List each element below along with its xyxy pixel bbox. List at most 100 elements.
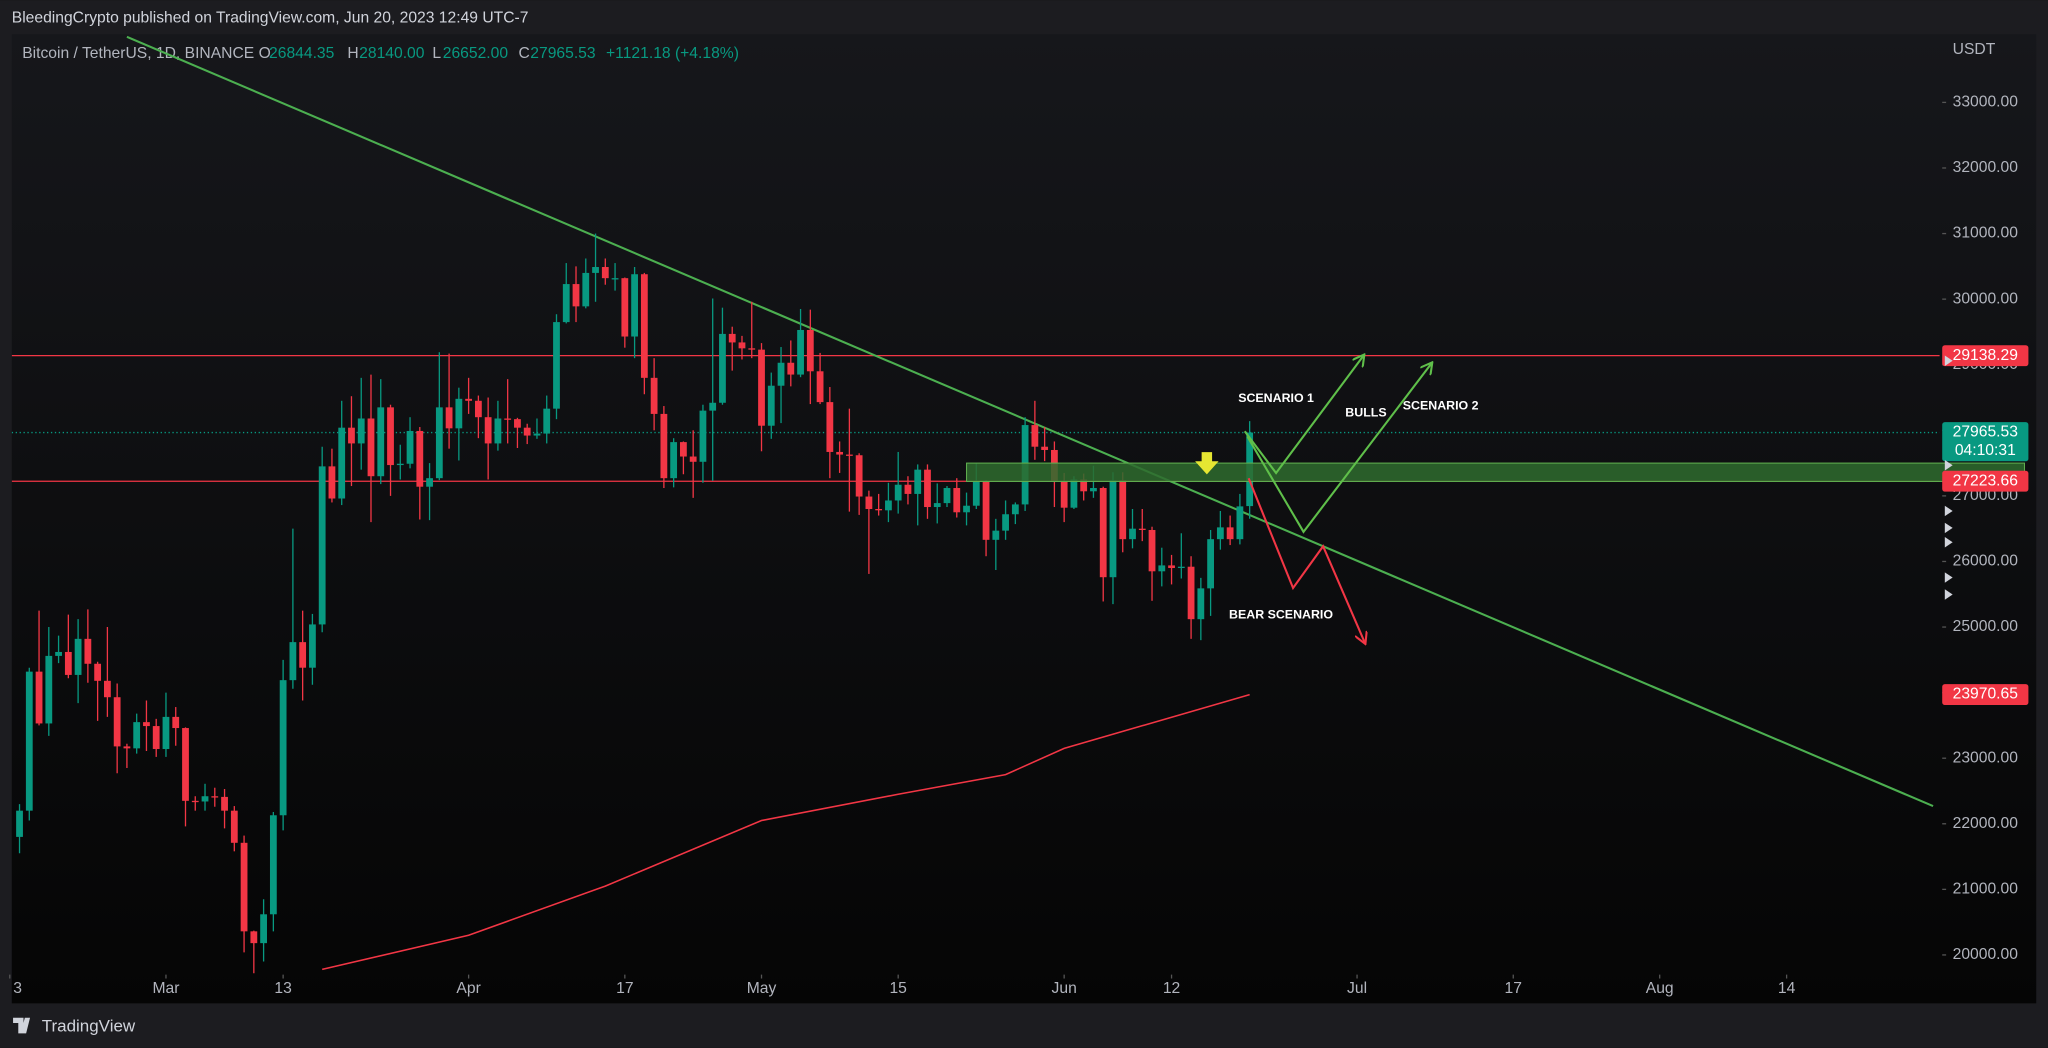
legend-change: +1121.18 (+4.18%) (606, 45, 739, 62)
candle (435, 352, 443, 481)
candle-body (455, 398, 463, 429)
candle (865, 490, 873, 574)
candle (1109, 472, 1117, 605)
legend-value: 27965.53 (530, 45, 596, 62)
candle-body (35, 671, 43, 724)
candle (406, 417, 414, 469)
candle-body (680, 442, 687, 457)
axis-marker (1944, 460, 1953, 471)
candle (74, 619, 82, 704)
candle-body (1070, 479, 1078, 508)
axis-marker (1944, 355, 1953, 366)
x-tick-label: 3 (13, 980, 22, 997)
candle-body (396, 463, 404, 466)
candle-body (553, 322, 560, 409)
candle-body (797, 329, 804, 375)
candle-body (543, 408, 551, 434)
candle-body (416, 430, 424, 487)
candle-body (172, 716, 180, 729)
candle-body (435, 407, 443, 479)
candle-body (806, 329, 814, 372)
candle-body (504, 418, 512, 420)
candle-body (1197, 588, 1205, 620)
price-label-box (1942, 470, 2029, 492)
scenario-drawings: SCENARIO 1 BULLS SCENARIO 2 BEAR SCENARI… (1195, 356, 1479, 643)
candle (1002, 500, 1009, 540)
candle (601, 258, 609, 285)
candle (553, 314, 560, 420)
candle (387, 404, 394, 496)
legend-value: 28140.00 (359, 45, 425, 62)
candle (299, 610, 307, 701)
candle-body (719, 333, 726, 403)
candle-body (162, 716, 170, 750)
candle-body (748, 348, 756, 350)
candle-body (182, 728, 189, 801)
candle (982, 480, 990, 557)
candle (465, 377, 473, 414)
candle (84, 609, 92, 683)
candle (855, 453, 863, 515)
y-tick-label: 23000.00 (1953, 749, 2019, 766)
candle-body (826, 402, 834, 452)
candle-body (924, 469, 931, 508)
y-tick-label: 30000.00 (1953, 290, 2019, 307)
candle (426, 463, 433, 521)
candle-body (699, 410, 707, 462)
candle-body (972, 480, 980, 506)
candle-body (631, 274, 638, 337)
candle-body (943, 488, 951, 504)
candle-body (523, 427, 531, 436)
axis-marker (1944, 522, 1953, 534)
candle-body (64, 651, 72, 675)
candle (631, 267, 638, 359)
candle-body (1207, 539, 1214, 589)
footer: TradingView (42, 1016, 136, 1035)
candle-body (777, 362, 785, 386)
candle (514, 417, 521, 449)
candle-body (1138, 528, 1146, 530)
candle (35, 610, 43, 726)
candle-body (894, 484, 902, 501)
candle (133, 713, 141, 754)
candle-body (914, 469, 922, 494)
candle (845, 408, 853, 512)
legend-label: L (432, 45, 441, 62)
candle-body (1080, 479, 1088, 492)
candle-body (758, 349, 765, 426)
candle-body (592, 267, 599, 273)
candle (103, 627, 111, 717)
candle (621, 277, 629, 348)
candle (240, 835, 248, 953)
candle-body (933, 503, 941, 508)
candle-body (963, 505, 970, 513)
candle (650, 358, 658, 431)
candle (670, 438, 678, 488)
candle-body (240, 842, 248, 932)
x-tick-label: 15 (889, 980, 907, 997)
candle-body (1226, 527, 1234, 540)
axis-marker (1944, 589, 1953, 600)
candle-body (113, 697, 121, 747)
candle-body (25, 671, 33, 811)
candle (143, 700, 150, 751)
candle (640, 272, 648, 395)
candle (1148, 526, 1156, 601)
candle-body (465, 398, 473, 401)
candle (201, 783, 209, 811)
legend-label: C (519, 45, 530, 62)
candle-body (1031, 425, 1039, 447)
candle (953, 478, 961, 518)
candle (543, 395, 551, 444)
candle (377, 379, 385, 485)
candle-body (474, 400, 482, 418)
candle (1138, 509, 1146, 542)
candle (680, 441, 687, 475)
x-tick-label: 17 (616, 980, 633, 997)
axis-marker (1944, 537, 1953, 548)
x-tick-label: 13 (274, 980, 292, 997)
candle-body (1177, 566, 1185, 569)
legend-label: O (259, 45, 271, 62)
candle (933, 483, 941, 524)
candle-body (133, 722, 141, 749)
